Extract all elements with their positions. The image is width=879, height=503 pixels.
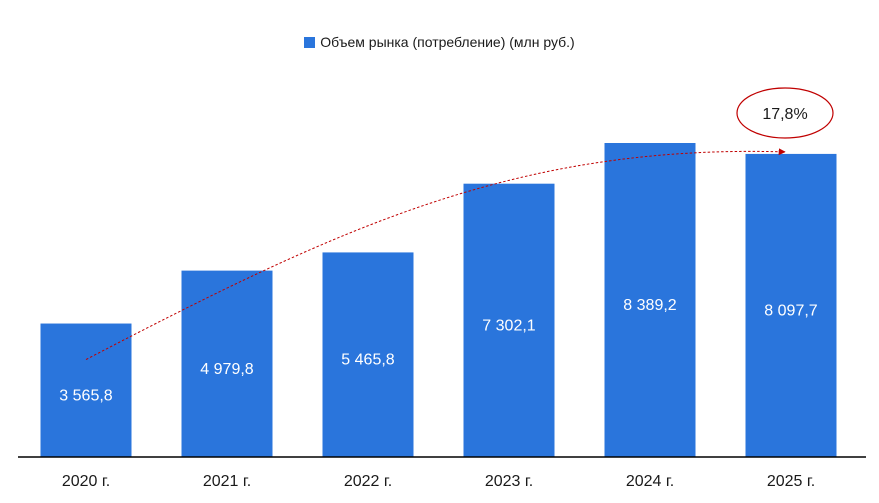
bar-4 <box>604 143 696 457</box>
bar-3 <box>463 183 555 457</box>
bar-2 <box>322 252 414 457</box>
legend: Объем рынка (потребление) (млн руб.) <box>0 34 879 50</box>
x-tick-label-0: 2020 г. <box>62 473 110 490</box>
growth-annotation-ellipse <box>736 87 834 139</box>
data-label-3: 7 302,1 <box>482 317 535 334</box>
bar-0 <box>40 323 132 457</box>
data-label-0: 3 565,8 <box>59 387 112 404</box>
x-tick-label-1: 2021 г. <box>203 473 251 490</box>
x-tick-label-4: 2024 г. <box>626 473 674 490</box>
data-label-5: 8 097,7 <box>764 302 817 319</box>
bar-5 <box>745 153 837 457</box>
x-tick-label-5: 2025 г. <box>767 473 815 490</box>
x-tick-label-3: 2023 г. <box>485 473 533 490</box>
legend-swatch <box>304 37 316 48</box>
data-label-4: 8 389,2 <box>623 297 676 314</box>
data-label-1: 4 979,8 <box>200 361 253 378</box>
data-label-2: 5 465,8 <box>341 352 394 369</box>
legend-label: Объем рынка (потребление) (млн руб.) <box>320 34 575 50</box>
growth-annotation-label: 17,8% <box>762 106 807 123</box>
x-tick-label-2: 2022 г. <box>344 473 392 490</box>
bar-1 <box>181 270 273 457</box>
